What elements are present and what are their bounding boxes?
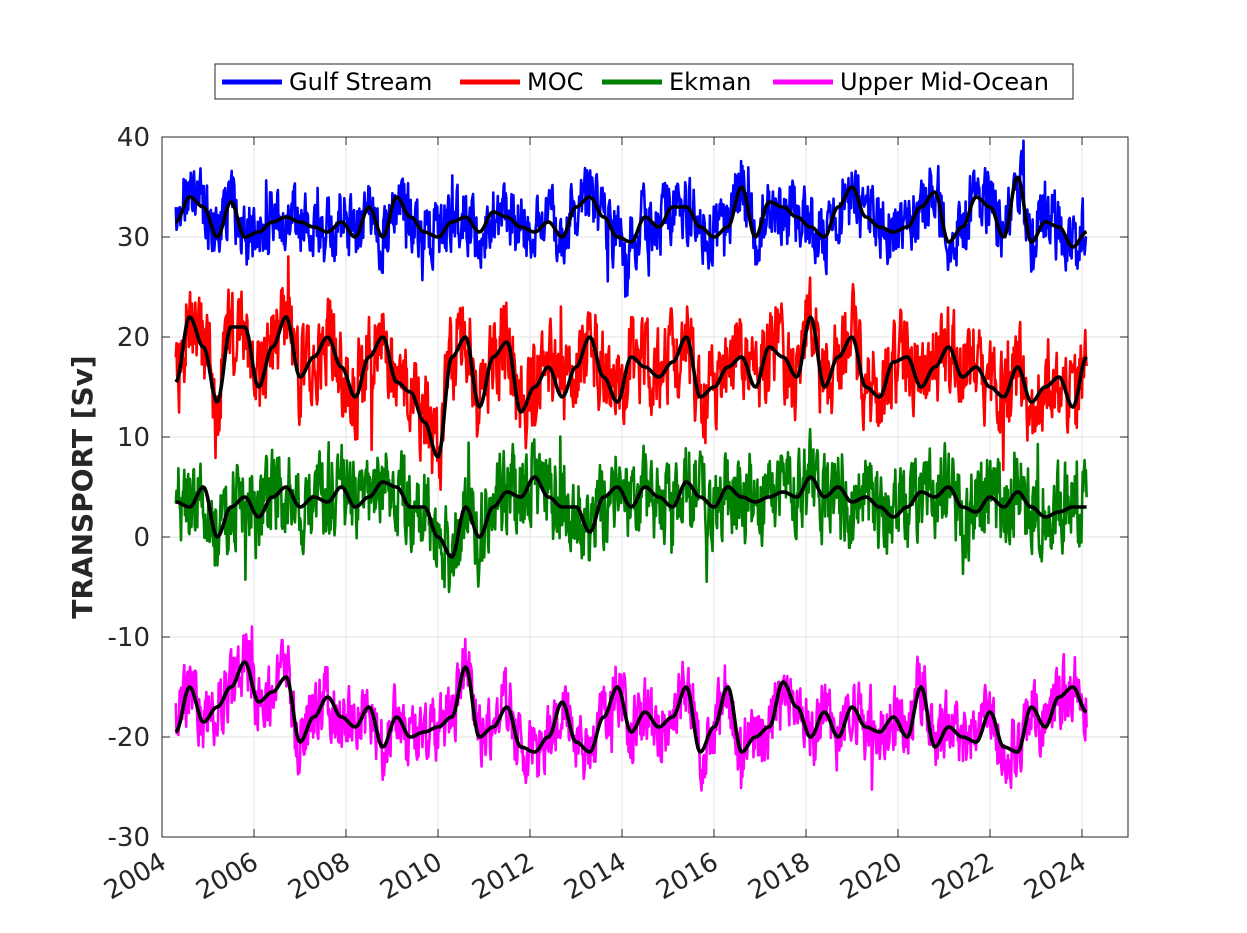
legend-label-gulf-stream: Gulf Stream [289, 68, 432, 96]
y-tick-label: 40 [117, 123, 150, 153]
y-tick-label: 0 [133, 523, 150, 553]
y-tick-label: 10 [117, 423, 150, 453]
y-axis-title: TRANSPORT [Sv] [66, 355, 99, 618]
y-tick-labels: 40 30 20 10 0 -10 -20 -30 [108, 123, 150, 853]
moc-raw-line [174, 255, 1088, 491]
axis-ticks [161, 136, 1128, 838]
legend: Gulf Stream MOC Ekman Upper Mid-Ocean [214, 63, 1074, 100]
y-tick-label: -30 [108, 823, 150, 853]
raw-series-layer [174, 139, 1088, 792]
legend-label-moc: MOC [527, 68, 583, 96]
y-tick-label: 20 [117, 323, 150, 353]
upper-mid-ocean-smoothed-line [174, 660, 1088, 754]
ekman-smoothed-line [175, 475, 1087, 559]
legend-label-upper-mid-ocean: Upper Mid-Ocean [840, 68, 1049, 96]
legend-label-ekman: Ekman [669, 68, 751, 96]
plot-area-frame [161, 136, 1129, 838]
gulf-stream-raw-line [174, 139, 1088, 298]
gulf-stream-smoothed-line [175, 175, 1088, 249]
y-tick-label: 30 [117, 223, 150, 253]
y-tick-label: -20 [108, 723, 150, 753]
ekman-raw-line [174, 427, 1088, 594]
smoothed-series-layer [174, 175, 1088, 754]
upper-mid-ocean-raw-line [174, 625, 1088, 792]
moc-smoothed-line [174, 315, 1088, 459]
y-tick-label: -10 [108, 623, 150, 653]
